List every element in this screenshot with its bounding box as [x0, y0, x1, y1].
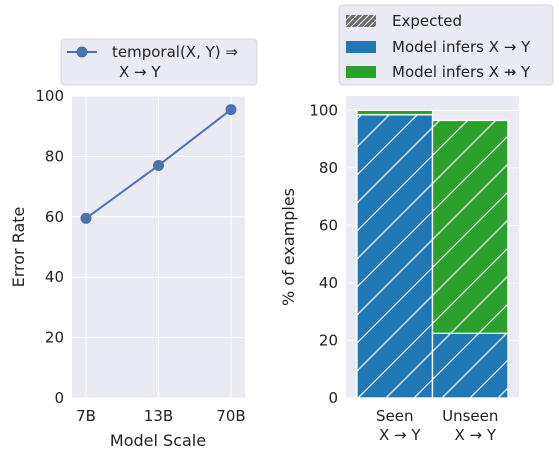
- right-x-tick-label-line1: Seen: [376, 407, 414, 425]
- left-x-tick-label: 7B: [76, 407, 96, 425]
- left-y-tick-label: 60: [45, 208, 64, 226]
- legend-label-expected: Expected: [392, 12, 462, 30]
- legend-label-infers-xy: Model infers X → Y: [392, 38, 531, 56]
- left-y-ticks: 0 20 40 60 80 100: [35, 87, 64, 407]
- right-legend-box: [338, 4, 554, 86]
- right-bars: [356, 109, 509, 399]
- right-y-tick-label: 80: [319, 159, 338, 177]
- left-y-tick-label: 20: [45, 329, 64, 347]
- right-y-tick-label: 40: [319, 274, 338, 292]
- left-data-point: [80, 212, 92, 224]
- legend-swatch-infers-xy: [346, 41, 376, 53]
- legend-swatch-infers-not-xy: [346, 66, 376, 78]
- left-x-tick-label: 70B: [216, 407, 245, 425]
- right-y-tick-label: 60: [319, 216, 338, 234]
- left-y-tick-label: 0: [54, 389, 64, 407]
- bar-segment-infers-not-xy: [356, 109, 434, 116]
- left-legend-label-line1: temporal(X, Y) ⇒: [112, 43, 238, 61]
- left-data-point: [153, 159, 164, 171]
- left-legend: temporal(X, Y) ⇒ X → Y: [60, 38, 258, 86]
- left-data-point: [225, 104, 237, 116]
- left-y-tick-label: 100: [35, 87, 64, 105]
- legend-label-infers-not-xy: Model infers X ⇸ Y: [392, 63, 531, 81]
- right-x-tick-label-line2: X → Y: [379, 426, 421, 444]
- right-x-tick-label-line2: X → Y: [454, 426, 496, 444]
- right-legend: Expected Model infers X → Y Model infers…: [338, 4, 554, 86]
- left-chart: 0 20 40 60 80 100 7B 13B 70B Model Scale Error …: [9, 38, 258, 450]
- left-legend-label-line2: X → Y: [119, 63, 161, 81]
- left-gridlines: [72, 95, 245, 399]
- left-y-tick-label: 80: [45, 147, 64, 165]
- right-y-tick-label: 100: [309, 101, 338, 119]
- left-legend-box: [60, 38, 258, 86]
- left-series: [80, 104, 237, 224]
- left-x-ticks: 7B 13B 70B: [76, 407, 246, 425]
- left-y-axis-label: Error Rate: [9, 207, 28, 288]
- left-x-tick-label: 13B: [144, 407, 173, 425]
- left-x-axis-label: Model Scale: [110, 431, 206, 450]
- legend-swatch-expected-hatch: [346, 15, 376, 27]
- right-y-tick-label: 20: [319, 331, 338, 349]
- right-y-tick-label: 0: [328, 389, 338, 407]
- left-legend-marker-swatch: [76, 46, 88, 58]
- left-y-tick-label: 40: [45, 268, 64, 286]
- right-y-ticks: 0 20 40 60 80 100: [309, 101, 338, 407]
- right-x-tick-label-line1: Unseen: [442, 407, 498, 425]
- bar-expected-hatch: [431, 119, 509, 399]
- bar-expected-hatch: [356, 114, 434, 399]
- right-y-axis-label: % of examples: [279, 188, 298, 306]
